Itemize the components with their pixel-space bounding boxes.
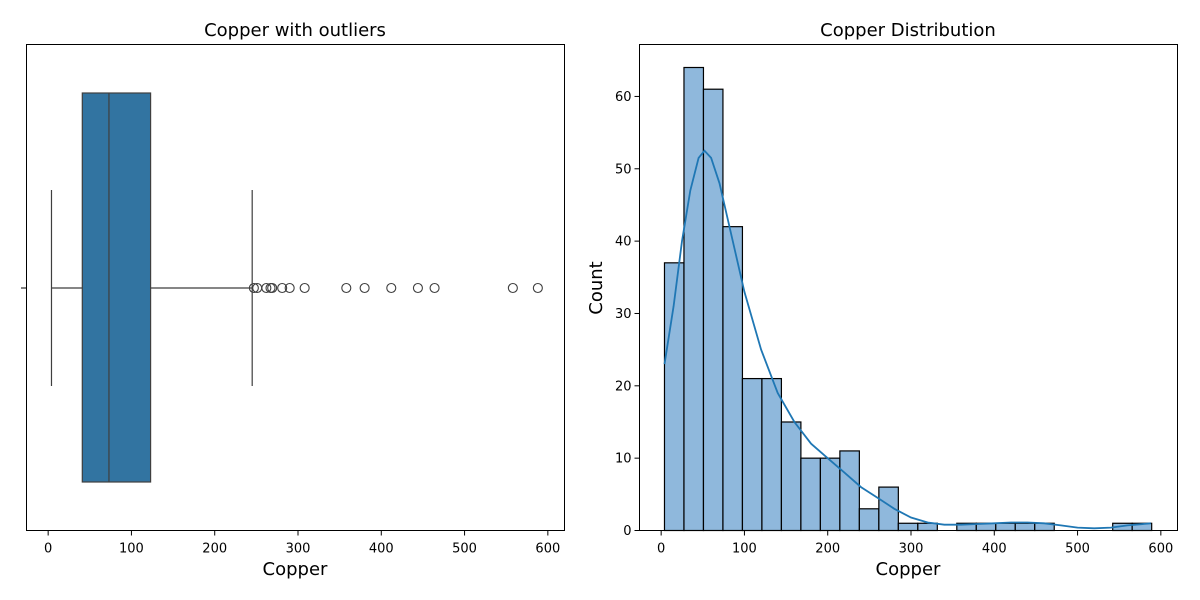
boxplot-outlier [359, 282, 370, 294]
histogram-bar [995, 522, 1016, 532]
boxplot-outlier [341, 282, 352, 294]
histogram-y-tick-label: 30 [615, 307, 632, 322]
boxplot-outlier [261, 282, 272, 294]
boxplot-outlier [277, 282, 288, 294]
histogram-bar [683, 66, 705, 532]
histogram-bar [819, 457, 841, 532]
boxplot-title: Copper with outliers [204, 20, 386, 41]
histogram-y-ticks: 0 10 20 30 40 50 60 [615, 90, 640, 539]
histogram-bars [663, 66, 1153, 532]
histogram-panel: Copper Distribution 0 100 200 300 400 500 600 … [586, 20, 1178, 580]
boxplot-x-tick-label: 200 [202, 542, 227, 557]
histogram-y-axis-label: Count [586, 261, 607, 314]
boxplot-x-ticks: 0 100 200 300 400 500 600 [44, 530, 560, 557]
boxplot-x-tick-label: 600 [535, 542, 560, 557]
histogram-kde-line [663, 149, 1151, 530]
boxplot-outlier [386, 282, 397, 294]
histogram-bar [858, 508, 880, 532]
boxplot-outlier [267, 282, 278, 294]
boxplot-x-axis-label: Copper [263, 559, 329, 580]
boxplot-frame [26, 44, 565, 531]
boxplot-outlier [248, 282, 259, 294]
histogram-bar [897, 522, 919, 532]
boxplot-x-tick-label: 400 [369, 542, 394, 557]
boxplot-outlier [507, 282, 518, 294]
histogram-frame [639, 44, 1178, 531]
histogram-y-tick-label: 0 [623, 524, 631, 539]
boxplot-x-tick-label: 100 [119, 542, 144, 557]
boxplot-outlier [299, 282, 310, 294]
histogram-y-tick-label: 50 [615, 162, 632, 177]
histogram-bar [839, 450, 860, 532]
histogram-x-ticks: 0 100 200 300 400 500 600 [657, 530, 1173, 557]
histogram-x-tick-label: 300 [899, 542, 924, 557]
histogram-y-tick-label: 60 [615, 90, 632, 105]
histogram-bar [741, 377, 763, 532]
histogram-x-tick-label: 500 [1065, 542, 1090, 557]
histogram-x-tick-label: 100 [732, 542, 757, 557]
histogram-x-tick-label: 600 [1148, 542, 1173, 557]
histogram-y-tick-label: 20 [615, 379, 632, 394]
histogram-x-tick-label: 200 [815, 542, 840, 557]
boxplot-plot-area [50, 92, 543, 483]
histogram-y-tick-label: 10 [615, 452, 632, 467]
boxplot-outlier [284, 282, 295, 294]
boxplot-x-tick-label: 300 [286, 542, 311, 557]
histogram-bar [917, 522, 938, 532]
boxplot-outlier [429, 282, 440, 294]
boxplot-panel: Copper with outliers 0 100 200 300 400 500 600… [21, 20, 565, 580]
histogram-x-tick-label: 0 [657, 542, 665, 557]
histogram-x-axis-label: Copper [876, 559, 942, 580]
boxplot-x-tick-label: 500 [452, 542, 477, 557]
boxplot-outlier [412, 282, 423, 294]
histogram-bar [761, 377, 783, 532]
boxplot-box [81, 92, 152, 483]
boxplot-x-tick-label: 0 [44, 542, 52, 557]
histogram-x-tick-label: 400 [982, 542, 1007, 557]
histogram-bar [780, 421, 802, 532]
histogram-bar [800, 457, 821, 532]
histogram-title: Copper Distribution [820, 20, 996, 41]
histogram-bar [702, 88, 724, 532]
histogram-y-tick-label: 40 [615, 235, 632, 250]
histogram-bar [1014, 522, 1036, 532]
boxplot-outlier [532, 282, 543, 294]
